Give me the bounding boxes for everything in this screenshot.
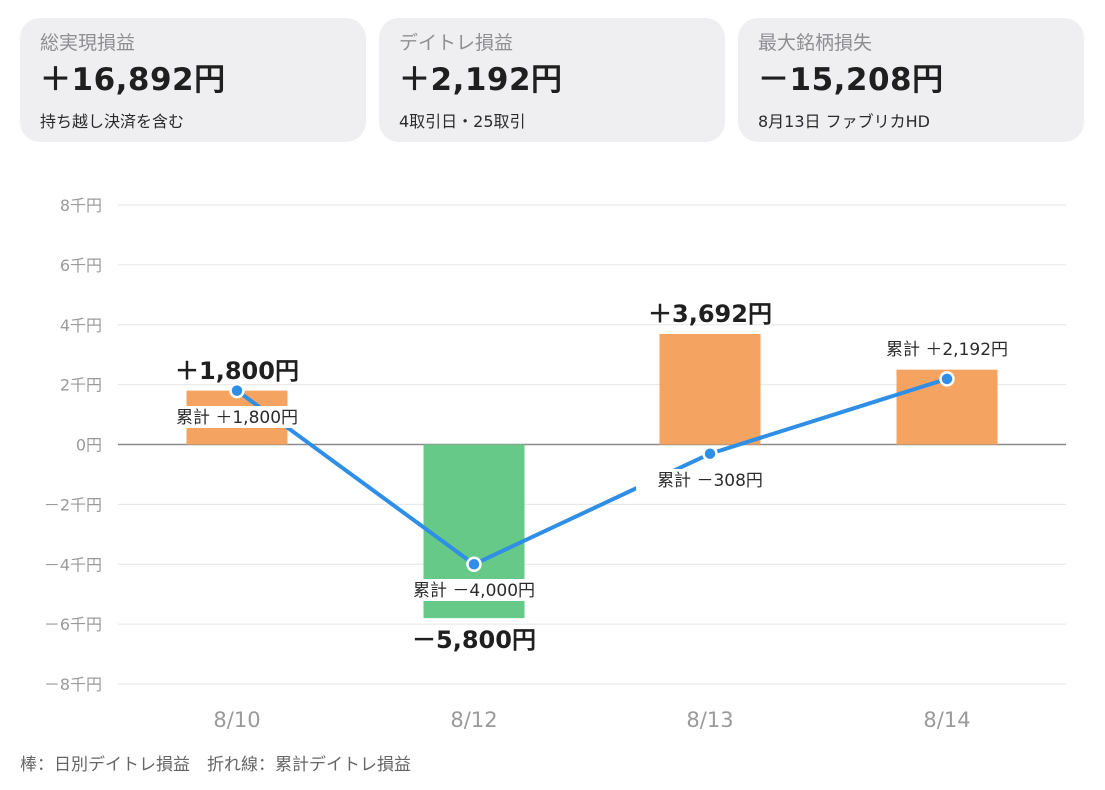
- y-tick-label: 8千円: [60, 196, 102, 215]
- y-tick-label: 4千円: [60, 316, 102, 335]
- y-tick-label: －2千円: [44, 495, 102, 514]
- cumulative-point: [229, 382, 245, 399]
- card-sub: 8月13日 ファブリカHD: [758, 112, 930, 131]
- card-label: 最大銘柄損失: [758, 32, 873, 54]
- pnl-chart: 8千円 6千円 4千円 2千円 0円 －2千円 －4千円 －6千円 －8千円 8/10 8/12 8/…: [44, 196, 1066, 732]
- y-tick-label: 6千円: [60, 256, 102, 275]
- point-label-background: [400, 579, 548, 601]
- y-tick-label: －4千円: [44, 555, 102, 574]
- card-value: ＋2,192円: [399, 62, 563, 98]
- card-sub: 4取引日・25取引: [399, 112, 526, 131]
- card-value: －15,208円: [758, 62, 944, 98]
- y-tick-label: －6千円: [44, 615, 102, 634]
- bar-value-label: ＋3,692円: [648, 300, 772, 328]
- point-label-background: [873, 338, 1021, 360]
- total-pnl-card: 総実現損益 ＋16,892円 持ち越し決済を含む: [20, 18, 366, 142]
- point-label-background: [163, 406, 311, 428]
- cumulative-point: [702, 445, 718, 462]
- daytrade-pnl-card: デイトレ損益 ＋2,192円 4取引日・25取引: [379, 18, 725, 142]
- x-tick-label: 8/10: [213, 708, 260, 732]
- bar-value-label: －5,800円: [412, 626, 536, 654]
- y-tick-label: 2千円: [60, 376, 102, 395]
- y-tick-label: 0円: [76, 436, 102, 455]
- cumulative-point-label: 累計 ＋1,800円: [176, 408, 298, 428]
- card-label: 総実現損益: [40, 32, 136, 54]
- cumulative-point: [939, 371, 955, 387]
- card-label: デイトレ損益: [399, 32, 514, 54]
- y-tick-label: －8千円: [44, 675, 102, 694]
- x-tick-label: 8/13: [686, 708, 733, 732]
- x-tick-label: 8/14: [923, 708, 970, 732]
- max-loss-card: 最大銘柄損失 －15,208円 8月13日 ファブリカHD: [738, 18, 1084, 142]
- cumulative-point-label: 累計 －308円: [657, 471, 763, 491]
- cumulative-point-label: 累計 －4,000円: [413, 581, 535, 601]
- chart-caption: 棒：日別デイトレ損益 折れ線：累計デイトレ損益: [20, 755, 411, 775]
- card-sub: 持ち越し決済を含む: [40, 112, 185, 131]
- cumulative-point: [466, 556, 482, 572]
- point-label-background: [636, 469, 784, 491]
- x-tick-label: 8/12: [450, 708, 497, 732]
- cumulative-line: [235, 376, 949, 567]
- bar-value-label: ＋1,800円: [175, 357, 299, 385]
- bar: [659, 333, 761, 445]
- card-value: ＋16,892円: [40, 62, 226, 98]
- cumulative-point-label: 累計 ＋2,192円: [886, 340, 1008, 360]
